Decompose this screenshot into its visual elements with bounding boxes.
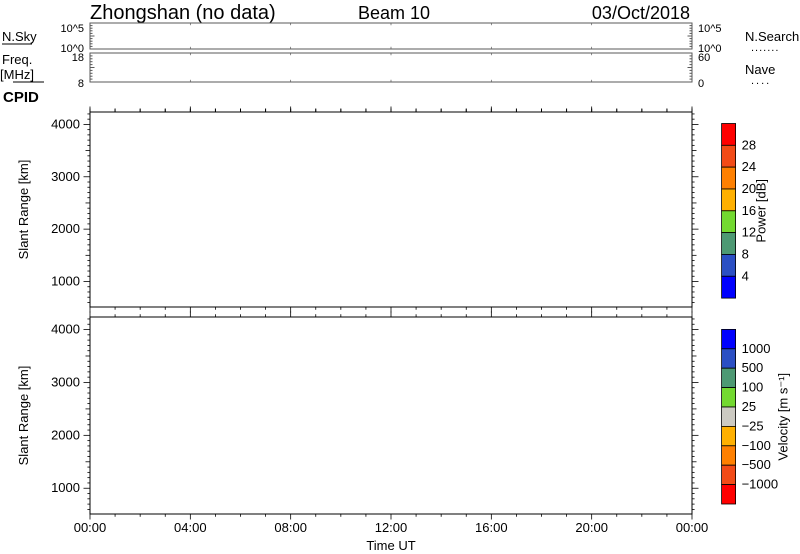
svg-text:28: 28 [742, 137, 756, 152]
svg-text:60: 60 [698, 52, 710, 64]
svg-text:8: 8 [742, 246, 749, 261]
svg-text:−25: −25 [742, 418, 764, 433]
svg-text:18: 18 [72, 52, 84, 64]
svg-text:Velocity [m s⁻¹]: Velocity [m s⁻¹] [776, 373, 791, 461]
svg-text:00:00: 00:00 [676, 520, 709, 535]
svg-text:1000: 1000 [742, 341, 771, 356]
svg-text:12:00: 12:00 [375, 520, 408, 535]
svg-text:−1000: −1000 [742, 477, 779, 492]
svg-text:24: 24 [742, 159, 756, 174]
svg-text:500: 500 [742, 360, 764, 375]
svg-text:10^5: 10^5 [698, 23, 722, 35]
svg-text:Power [dB]: Power [dB] [754, 179, 769, 243]
svg-text:3000: 3000 [51, 169, 80, 184]
svg-text:Slant Range [km]: Slant Range [km] [16, 160, 31, 260]
svg-text:4000: 4000 [51, 322, 80, 337]
svg-text:Beam 10: Beam 10 [358, 3, 430, 23]
svg-text:Freq.: Freq. [2, 52, 32, 67]
svg-text:03/Oct/2018: 03/Oct/2018 [592, 3, 690, 23]
svg-text:1000: 1000 [51, 274, 80, 289]
svg-text:[MHz]: [MHz] [0, 67, 34, 82]
svg-text:20:00: 20:00 [575, 520, 608, 535]
svg-text:−500: −500 [742, 457, 771, 472]
svg-text:Slant Range [km]: Slant Range [km] [16, 366, 31, 466]
svg-text:−100: −100 [742, 438, 771, 453]
svg-text:25: 25 [742, 399, 756, 414]
svg-text:04:00: 04:00 [174, 520, 207, 535]
svg-text:2000: 2000 [51, 221, 80, 236]
svg-text:4000: 4000 [51, 116, 80, 131]
svg-text:100: 100 [742, 380, 764, 395]
svg-text:08:00: 08:00 [274, 520, 307, 535]
svg-text:4: 4 [742, 268, 749, 283]
svg-text:0: 0 [698, 78, 704, 90]
svg-text:10^5: 10^5 [60, 23, 84, 35]
svg-text:N.Sky: N.Sky [2, 29, 37, 44]
svg-text:Time UT: Time UT [366, 538, 415, 553]
svg-text:CPID: CPID [3, 89, 39, 106]
svg-text:8: 8 [78, 78, 84, 90]
svg-text:00:00: 00:00 [74, 520, 107, 535]
svg-text:3000: 3000 [51, 374, 80, 389]
svg-text:Zhongshan (no data): Zhongshan (no data) [90, 2, 276, 24]
svg-text:1000: 1000 [51, 480, 80, 495]
svg-text:.......: ....... [751, 42, 779, 54]
svg-text:....: .... [751, 75, 771, 87]
svg-text:2000: 2000 [51, 427, 80, 442]
svg-text:16:00: 16:00 [475, 520, 508, 535]
